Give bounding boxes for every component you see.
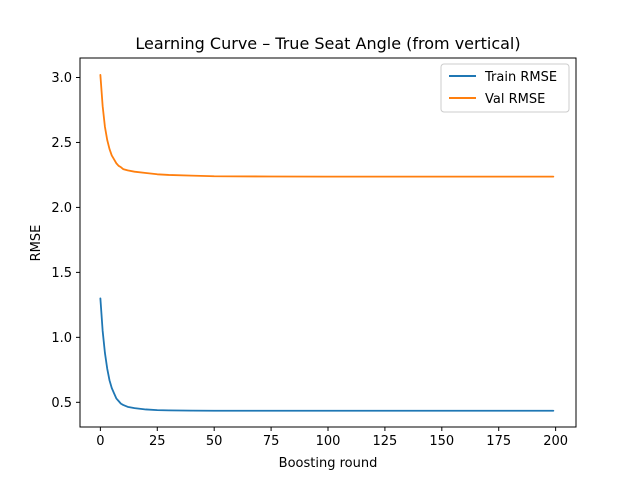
x-tick-label: 175	[486, 434, 511, 449]
y-tick-label: 3.0	[51, 71, 72, 86]
series-line-val-rmse	[99, 73, 555, 178]
x-axis-label: Boosting round	[279, 456, 378, 471]
x-tick-label: 125	[372, 434, 397, 449]
x-tick-label: 25	[149, 434, 166, 449]
x-tick-label: 0	[96, 434, 104, 449]
x-tick-label: 75	[263, 434, 280, 449]
y-tick-label: 2.5	[51, 136, 72, 151]
legend-label-train-rmse: Train RMSE	[484, 70, 557, 85]
y-tick-label: 2.0	[51, 201, 72, 216]
y-tick-label: 0.5	[51, 396, 72, 411]
series-layer	[99, 73, 555, 412]
y-axis-label: RMSE	[29, 225, 44, 262]
x-tick-label: 50	[206, 434, 223, 449]
series-line-train-rmse	[99, 297, 555, 412]
x-tick-label: 200	[543, 434, 568, 449]
x-axis-ticks: 0 25 50 75 100 125 150 175 200	[96, 427, 568, 449]
x-tick-label: 100	[316, 434, 341, 449]
y-axis-ticks: 0.5 1.0 1.5 2.0 2.5 3.0	[51, 71, 80, 411]
legend-label-val-rmse: Val RMSE	[485, 92, 545, 107]
x-tick-label: 150	[429, 434, 454, 449]
y-tick-label: 1.5	[51, 266, 72, 281]
legend: Train RMSE Val RMSE	[440, 63, 570, 113]
y-tick-label: 1.0	[51, 331, 72, 346]
chart-title: Learning Curve – True Seat Angle (from v…	[135, 34, 520, 53]
